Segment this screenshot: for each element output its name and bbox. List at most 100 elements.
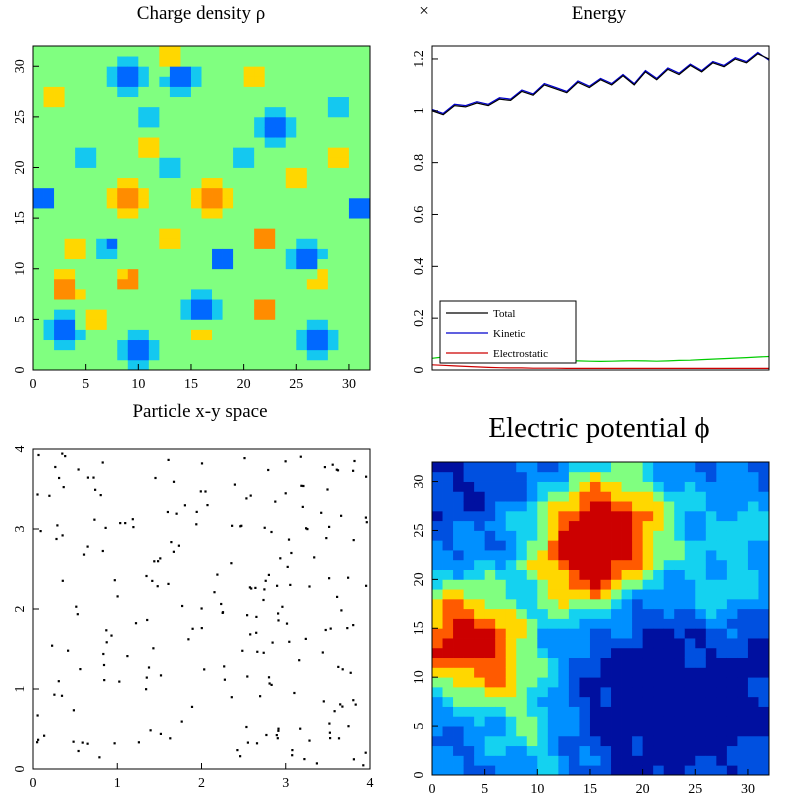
potential-cell <box>758 657 770 668</box>
potential-cell <box>484 540 496 551</box>
charge-cell <box>75 66 87 77</box>
charge-cell <box>243 127 255 138</box>
potential-cell <box>705 481 717 492</box>
charge-cell <box>359 218 371 229</box>
charge-cell <box>359 319 371 330</box>
potential-cell <box>716 618 728 629</box>
particle-point <box>231 524 234 527</box>
potential-cell <box>653 618 665 629</box>
potential-cell <box>747 550 759 561</box>
charge-cell <box>64 197 76 209</box>
potential-cell <box>505 696 517 707</box>
potential-cell <box>653 589 665 600</box>
potential-cell <box>653 530 665 541</box>
potential-cell <box>674 726 686 737</box>
potential-cell <box>632 706 644 717</box>
potential-cell <box>495 481 507 492</box>
particle-point <box>153 560 156 563</box>
potential-cell <box>695 765 707 776</box>
particle-point <box>102 652 105 656</box>
potential-cell <box>600 628 612 639</box>
potential-cell <box>558 706 570 717</box>
potential-cell <box>705 540 717 551</box>
charge-cell <box>327 359 339 371</box>
particle-point <box>259 695 262 698</box>
charge-cell <box>275 228 287 239</box>
particle-point <box>105 629 108 632</box>
particle-point <box>51 644 54 647</box>
potential-cell <box>589 765 601 776</box>
potential-cell <box>516 696 528 707</box>
potential-cell <box>705 462 717 473</box>
charge-cell <box>275 147 287 158</box>
particle-point <box>103 679 106 682</box>
potential-cell <box>674 579 686 590</box>
charge-cell <box>254 359 266 371</box>
potential-cell <box>674 686 686 698</box>
potential-cell <box>747 510 759 522</box>
charge-cell <box>233 106 245 118</box>
charge-cell <box>148 46 160 57</box>
potential-heatmap <box>432 462 770 776</box>
potential-cell <box>674 501 686 512</box>
potential-cell <box>495 540 507 551</box>
charge-cell <box>275 268 287 280</box>
potential-cell <box>663 686 675 698</box>
potential-cell <box>537 667 549 678</box>
potential-cell <box>495 579 507 590</box>
potential-cell <box>632 667 644 678</box>
charge-cell <box>359 106 371 118</box>
charge-cell <box>264 106 276 118</box>
charge-cell <box>75 299 87 310</box>
potential-cell <box>600 501 612 512</box>
particle-point <box>328 525 331 528</box>
charge-cell <box>222 106 234 118</box>
potential-cell <box>516 765 528 776</box>
charge-cell <box>201 258 213 270</box>
potential-cell <box>505 471 517 482</box>
charge-cell <box>222 66 234 77</box>
particle-point <box>271 641 274 644</box>
potential-cell <box>547 638 559 649</box>
charge-ytick-label-5: 25 <box>13 110 28 124</box>
potential-cell <box>547 706 559 717</box>
charge-cell <box>243 96 255 108</box>
particle-point <box>341 705 344 708</box>
potential-cell <box>621 628 633 639</box>
legend-label-total: Total <box>493 308 515 320</box>
potential-cell <box>621 667 633 678</box>
charge-cell <box>138 329 150 341</box>
charge-cell <box>338 116 350 128</box>
charge-cell <box>85 349 97 361</box>
charge-cell <box>43 66 55 77</box>
particles-ytick-label-1: 1 <box>13 686 28 693</box>
charge-cell <box>275 299 287 310</box>
potential-cell <box>474 471 486 482</box>
potential-cell <box>505 540 517 551</box>
charge-cell <box>106 278 118 290</box>
charge-cell <box>348 177 360 189</box>
potential-cell <box>568 569 580 580</box>
potential-cell <box>474 765 486 776</box>
charge-cell <box>43 197 55 209</box>
charge-cell <box>359 116 371 128</box>
potential-cell <box>495 510 507 522</box>
charge-cell <box>127 238 139 249</box>
potential-cell <box>758 726 770 737</box>
charge-cell <box>348 167 360 179</box>
potential-cell <box>568 462 580 473</box>
potential-cell <box>547 735 559 747</box>
charge-cell <box>275 208 287 219</box>
potential-cell <box>558 550 570 561</box>
charge-cell <box>327 309 339 320</box>
potential-cell <box>747 530 759 541</box>
potential-cell <box>737 726 749 737</box>
potential-cell <box>558 540 570 551</box>
potential-cell <box>705 628 717 639</box>
potential-cell <box>632 491 644 502</box>
charge-cell <box>33 339 44 351</box>
potential-cell <box>505 550 517 561</box>
potential-cell <box>737 686 749 698</box>
charge-cell <box>106 248 118 260</box>
potential-cell <box>716 745 728 756</box>
